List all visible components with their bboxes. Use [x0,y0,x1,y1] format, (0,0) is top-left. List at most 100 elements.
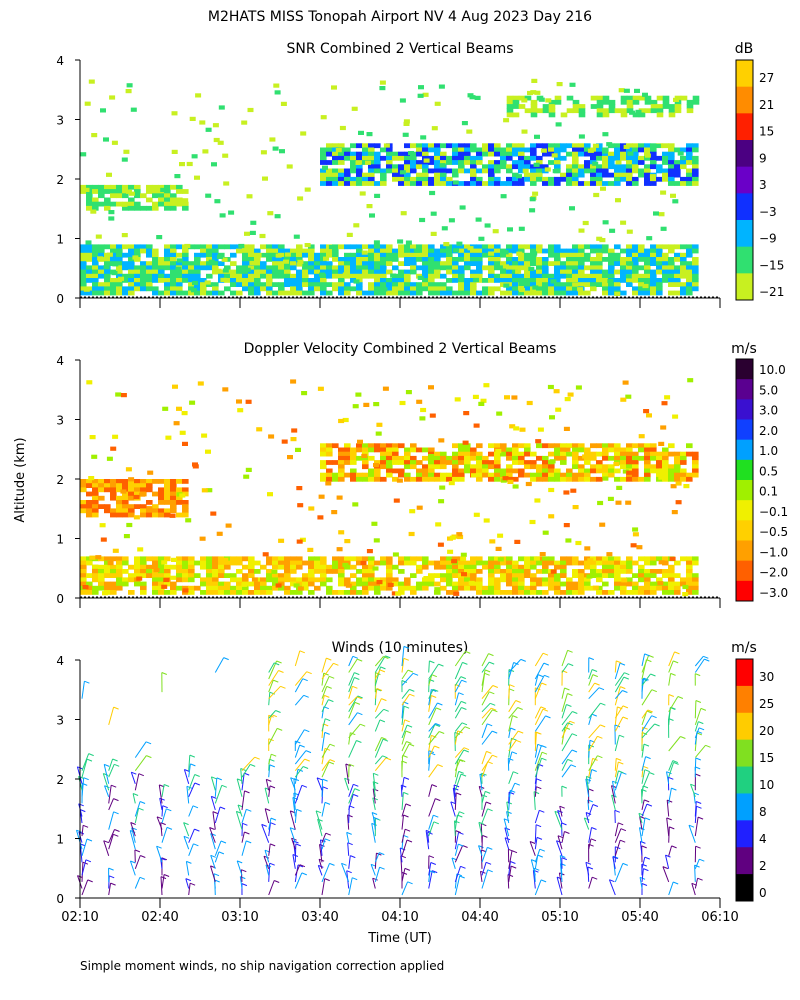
heatmap-speck [416,399,423,404]
heatmap-cell [290,252,297,258]
y-tick-label: 3 [56,114,64,128]
heatmap-cell [170,265,177,271]
heatmap-speck [284,252,291,257]
heatmap-cell [248,581,255,587]
wind-barb-flag [459,875,465,879]
wind-barb [210,833,216,850]
heatmap-cell [110,590,117,595]
heatmap-cell [92,573,99,578]
heatmap-cell [674,104,682,109]
heatmap-cell [422,244,429,250]
heatmap-cell [662,155,669,161]
heatmap-cell [608,468,615,474]
wind-barb [265,864,270,876]
heatmap-cell [314,286,321,292]
y-tick-label: 3 [56,414,64,428]
heatmap-cell [464,282,471,287]
wind-barb [289,827,296,843]
heatmap-cell [602,556,609,562]
heatmap-cell [212,290,219,296]
heatmap-cell [650,252,657,258]
heatmap-speck [290,437,297,442]
heatmap-cell [122,261,129,266]
heatmap-cell [176,560,183,566]
wind-barb-flag [323,672,329,676]
heatmap-cell [578,472,585,478]
heatmap-cell [320,252,327,258]
heatmap-cell [86,512,93,518]
heatmap-cell [380,577,387,583]
wind-barb-flag [166,808,172,812]
heatmap-cell [584,290,591,296]
wind-barb-flag [274,880,280,883]
heatmap-speck [336,547,343,552]
heatmap-speck [502,264,509,269]
heatmap-cell [662,573,669,578]
heatmap-cell [146,278,153,283]
heatmap-cell [116,479,123,484]
wind-barb-flag [412,672,419,676]
heatmap-cell [572,143,579,149]
heatmap-cell [422,257,429,262]
heatmap-cell [164,248,171,254]
heatmap-cell [158,184,165,190]
heatmap-cell [344,460,351,465]
heatmap-cell [446,560,453,566]
heatmap-cell [584,265,591,271]
heatmap-cell [512,181,519,186]
heatmap-cell [134,252,141,258]
heatmap-cell [116,248,123,254]
heatmap-cell [356,265,363,271]
heatmap-cell [644,556,651,562]
heatmap-cell [620,95,628,101]
wind-barb [161,808,167,824]
heatmap-speck [482,265,489,270]
heatmap-cell [296,269,303,275]
wind-barb-flag [296,808,302,812]
heatmap-cell [560,176,567,182]
heatmap-cell [140,487,147,493]
heatmap-cell [170,564,177,570]
heatmap-cell [464,147,471,153]
heatmap-cell [332,286,339,292]
heatmap-cell [128,504,135,509]
wind-barb-flag [354,677,360,680]
heatmap-cell [326,273,333,279]
heatmap-cell [626,168,633,174]
heatmap-cell [518,278,525,283]
wind-barb [374,757,387,772]
heatmap-speck [204,280,211,285]
wind-barb-flag [490,702,496,706]
heatmap-cell [158,201,165,207]
heatmap-cell [320,172,327,178]
heatmap-cell [80,573,87,578]
heatmap-cell [80,479,87,484]
heatmap-speck [297,259,304,264]
heatmap-cell [536,108,544,114]
heatmap-cell [464,248,471,254]
heatmap-cell [380,460,387,465]
wind-barb-flag [130,860,136,864]
heatmap-cell [134,491,141,497]
heatmap-cell [254,286,261,292]
wind-barb-flag [383,656,389,659]
heatmap-cell [440,265,447,271]
heatmap-cell [524,290,531,296]
heatmap-cell [494,176,501,182]
heatmap-cell [560,147,567,153]
wind-barb-flag [166,826,173,830]
heatmap-cell [494,460,501,465]
wind-barb [612,856,616,869]
heatmap-speck [483,518,490,523]
heatmap-cell [572,265,579,271]
heatmap-cell [692,168,699,174]
wind-barb-flag [275,710,281,713]
heatmap-cell [218,569,225,574]
heatmap-cell [320,244,327,250]
heatmap-speck [447,549,454,554]
heatmap-cell [566,278,573,283]
heatmap-cell [194,252,201,258]
heatmap-speck [176,406,182,411]
heatmap-cell [314,564,321,570]
heatmap-cell [614,447,621,453]
